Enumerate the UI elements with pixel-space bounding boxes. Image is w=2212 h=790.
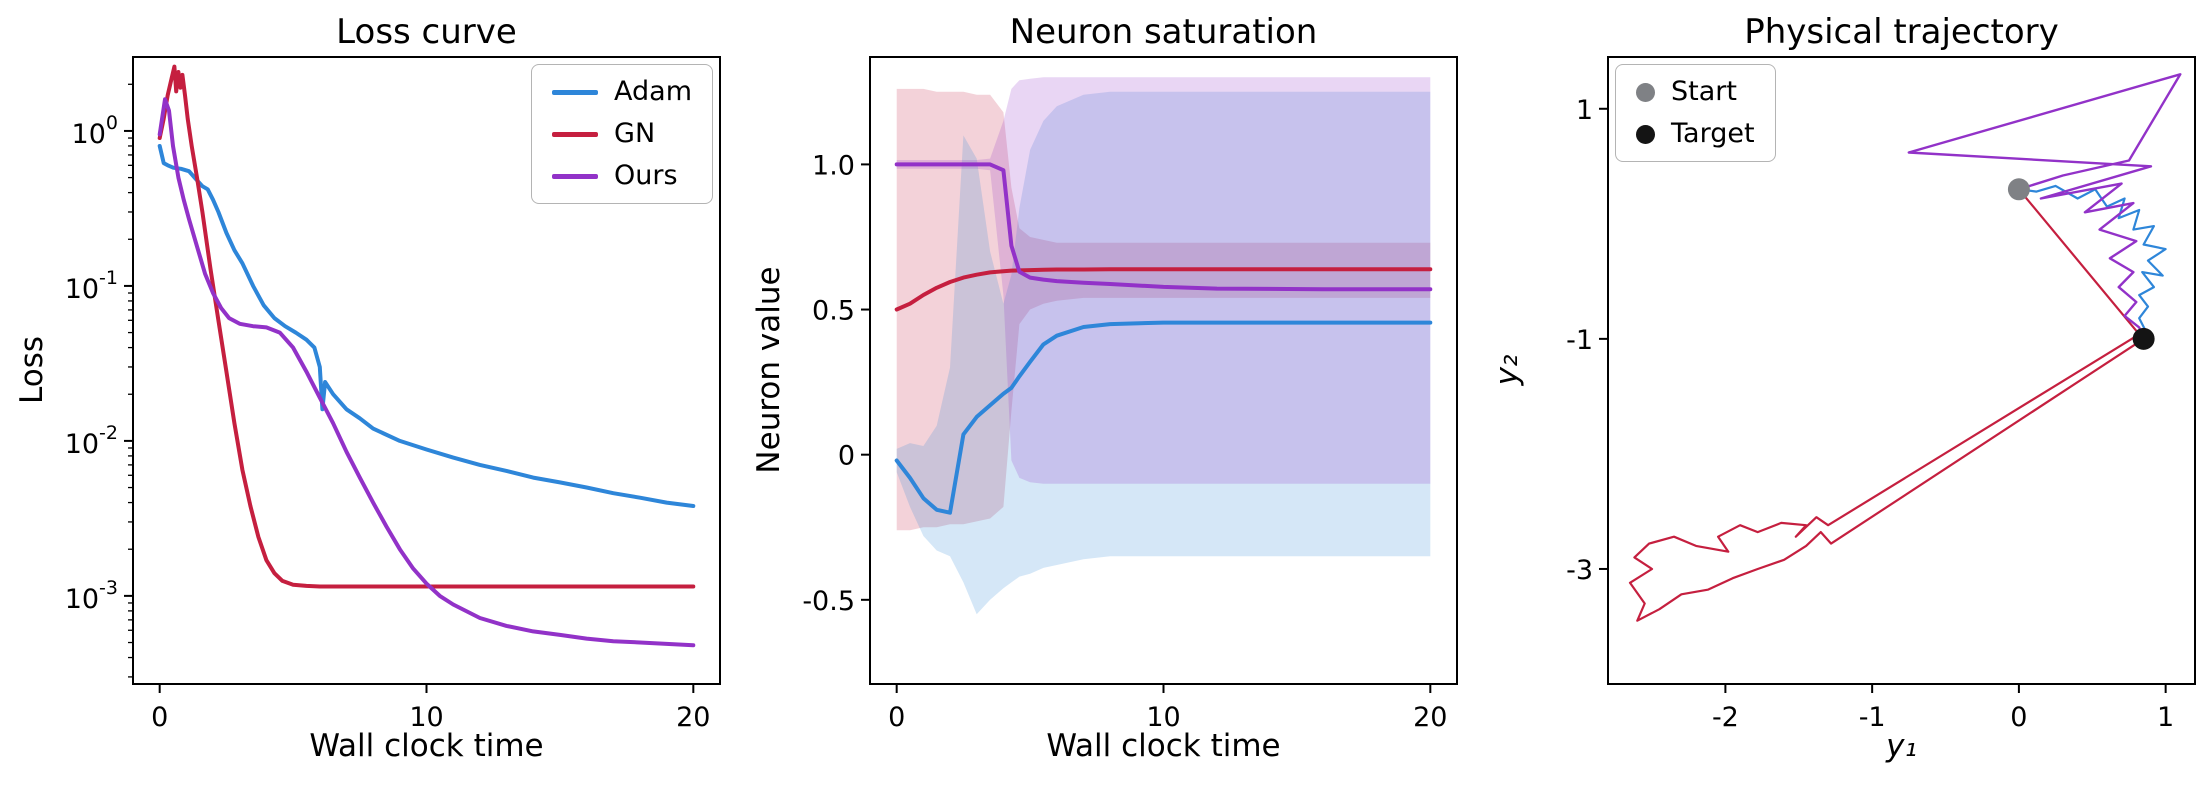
- series-ours: [1907, 73, 2182, 341]
- target-marker-swatch: [1636, 124, 1655, 144]
- ours-line-swatch: [552, 173, 599, 179]
- legend-item-target: Target: [1636, 119, 1755, 149]
- y-tick-label: 10-2: [65, 422, 118, 460]
- x-tick-label: 0: [151, 702, 168, 733]
- y-tick-label: -3: [1566, 555, 1593, 586]
- Ours-band: [896, 77, 1431, 484]
- legend-label-ours: Ours: [614, 160, 678, 191]
- x-axis-label-wall-clock: Wall clock time: [309, 728, 544, 764]
- GN-band: [896, 88, 1431, 531]
- panel-physical-trajectory: -2 -1 0 1 1 -1 -3 Physical trajectory y₂ y₁ St…: [1475, 0, 2212, 790]
- x-axis-label-wall-clock-2: Wall clock time: [1046, 728, 1281, 764]
- y-axis-label-y2: y₂: [1489, 354, 1525, 386]
- panel-loss-curve: 0 10 20 100 10-1 10-2 10-3 Loss curve Loss Wal…: [0, 0, 737, 790]
- legend-item-start: Start: [1636, 77, 1755, 107]
- x-tick-label: 10: [1146, 702, 1180, 733]
- legend-label-target: Target: [1671, 118, 1755, 149]
- chart-title-loss: Loss curve: [336, 12, 517, 52]
- y-tick-label: -1: [1566, 325, 1593, 356]
- legend-label-adam: Adam: [614, 76, 692, 107]
- series-gn: [157, 64, 696, 589]
- y-tick-label: -0.5: [802, 586, 855, 617]
- target-marker: [2132, 327, 2155, 350]
- legend-label-start: Start: [1671, 76, 1737, 107]
- series-gn: [894, 267, 1433, 312]
- y-tick-label: 1.0: [812, 150, 855, 181]
- series-ours: [157, 97, 696, 648]
- chart-title-saturation: Neuron saturation: [1009, 12, 1318, 52]
- legend-label-gn: GN: [614, 118, 656, 149]
- legend-trajectory: Start Target: [1615, 64, 1776, 162]
- x-tick-label: 0: [888, 702, 905, 733]
- series-gn: [1628, 188, 2145, 622]
- y-tick-label: 10-3: [65, 577, 118, 615]
- x-tick-label: -1: [1859, 702, 1886, 733]
- start-marker: [2007, 178, 2030, 201]
- axes-frame: [1607, 56, 2196, 685]
- y-tick-label: 10-1: [65, 267, 118, 305]
- chart-title-trajectory: Physical trajectory: [1744, 12, 2059, 52]
- Adam-band: [896, 91, 1431, 615]
- neuron-saturation-plot: 0 10 20 1.0 0.5 0 -0.5: [802, 56, 1458, 733]
- legend-loss-curve: Adam GN Ours: [531, 64, 713, 204]
- loss-curve-plot: 0 10 20 100 10-1 10-2 10-3: [65, 56, 721, 733]
- x-tick-label: 10: [409, 702, 443, 733]
- x-axis-label-y1: y₁: [1886, 728, 1917, 764]
- panel-neuron-saturation: 0 10 20 1.0 0.5 0 -0.5 Neuron saturation Neuro…: [737, 0, 1474, 790]
- x-tick-label: 20: [676, 702, 710, 733]
- legend-item-gn: GN: [552, 119, 692, 149]
- series-ours: [894, 162, 1433, 292]
- x-tick-label: -2: [1712, 702, 1739, 733]
- y-tick-label: 100: [72, 112, 118, 150]
- adam-line-swatch: [552, 89, 599, 95]
- start-marker-swatch: [1636, 82, 1655, 102]
- y-axis-label-loss: Loss: [14, 336, 50, 404]
- y-tick-label: 0: [838, 441, 855, 472]
- x-tick-label: 20: [1413, 702, 1447, 733]
- x-tick-label: 0: [2010, 702, 2027, 733]
- y-tick-label: 0.5: [812, 296, 855, 327]
- y-tick-label: 1: [1576, 95, 1593, 126]
- x-tick-label: 1: [2157, 702, 2174, 733]
- legend-item-ours: Ours: [552, 161, 692, 191]
- y-axis-label-neuron-value: Neuron value: [751, 266, 787, 474]
- physical-trajectory-plot: -2 -1 0 1 1 -1 -3: [1566, 56, 2196, 733]
- series-adam: [894, 320, 1433, 515]
- gn-line-swatch: [552, 131, 599, 137]
- series-adam: [2017, 184, 2167, 340]
- legend-item-adam: Adam: [552, 77, 692, 107]
